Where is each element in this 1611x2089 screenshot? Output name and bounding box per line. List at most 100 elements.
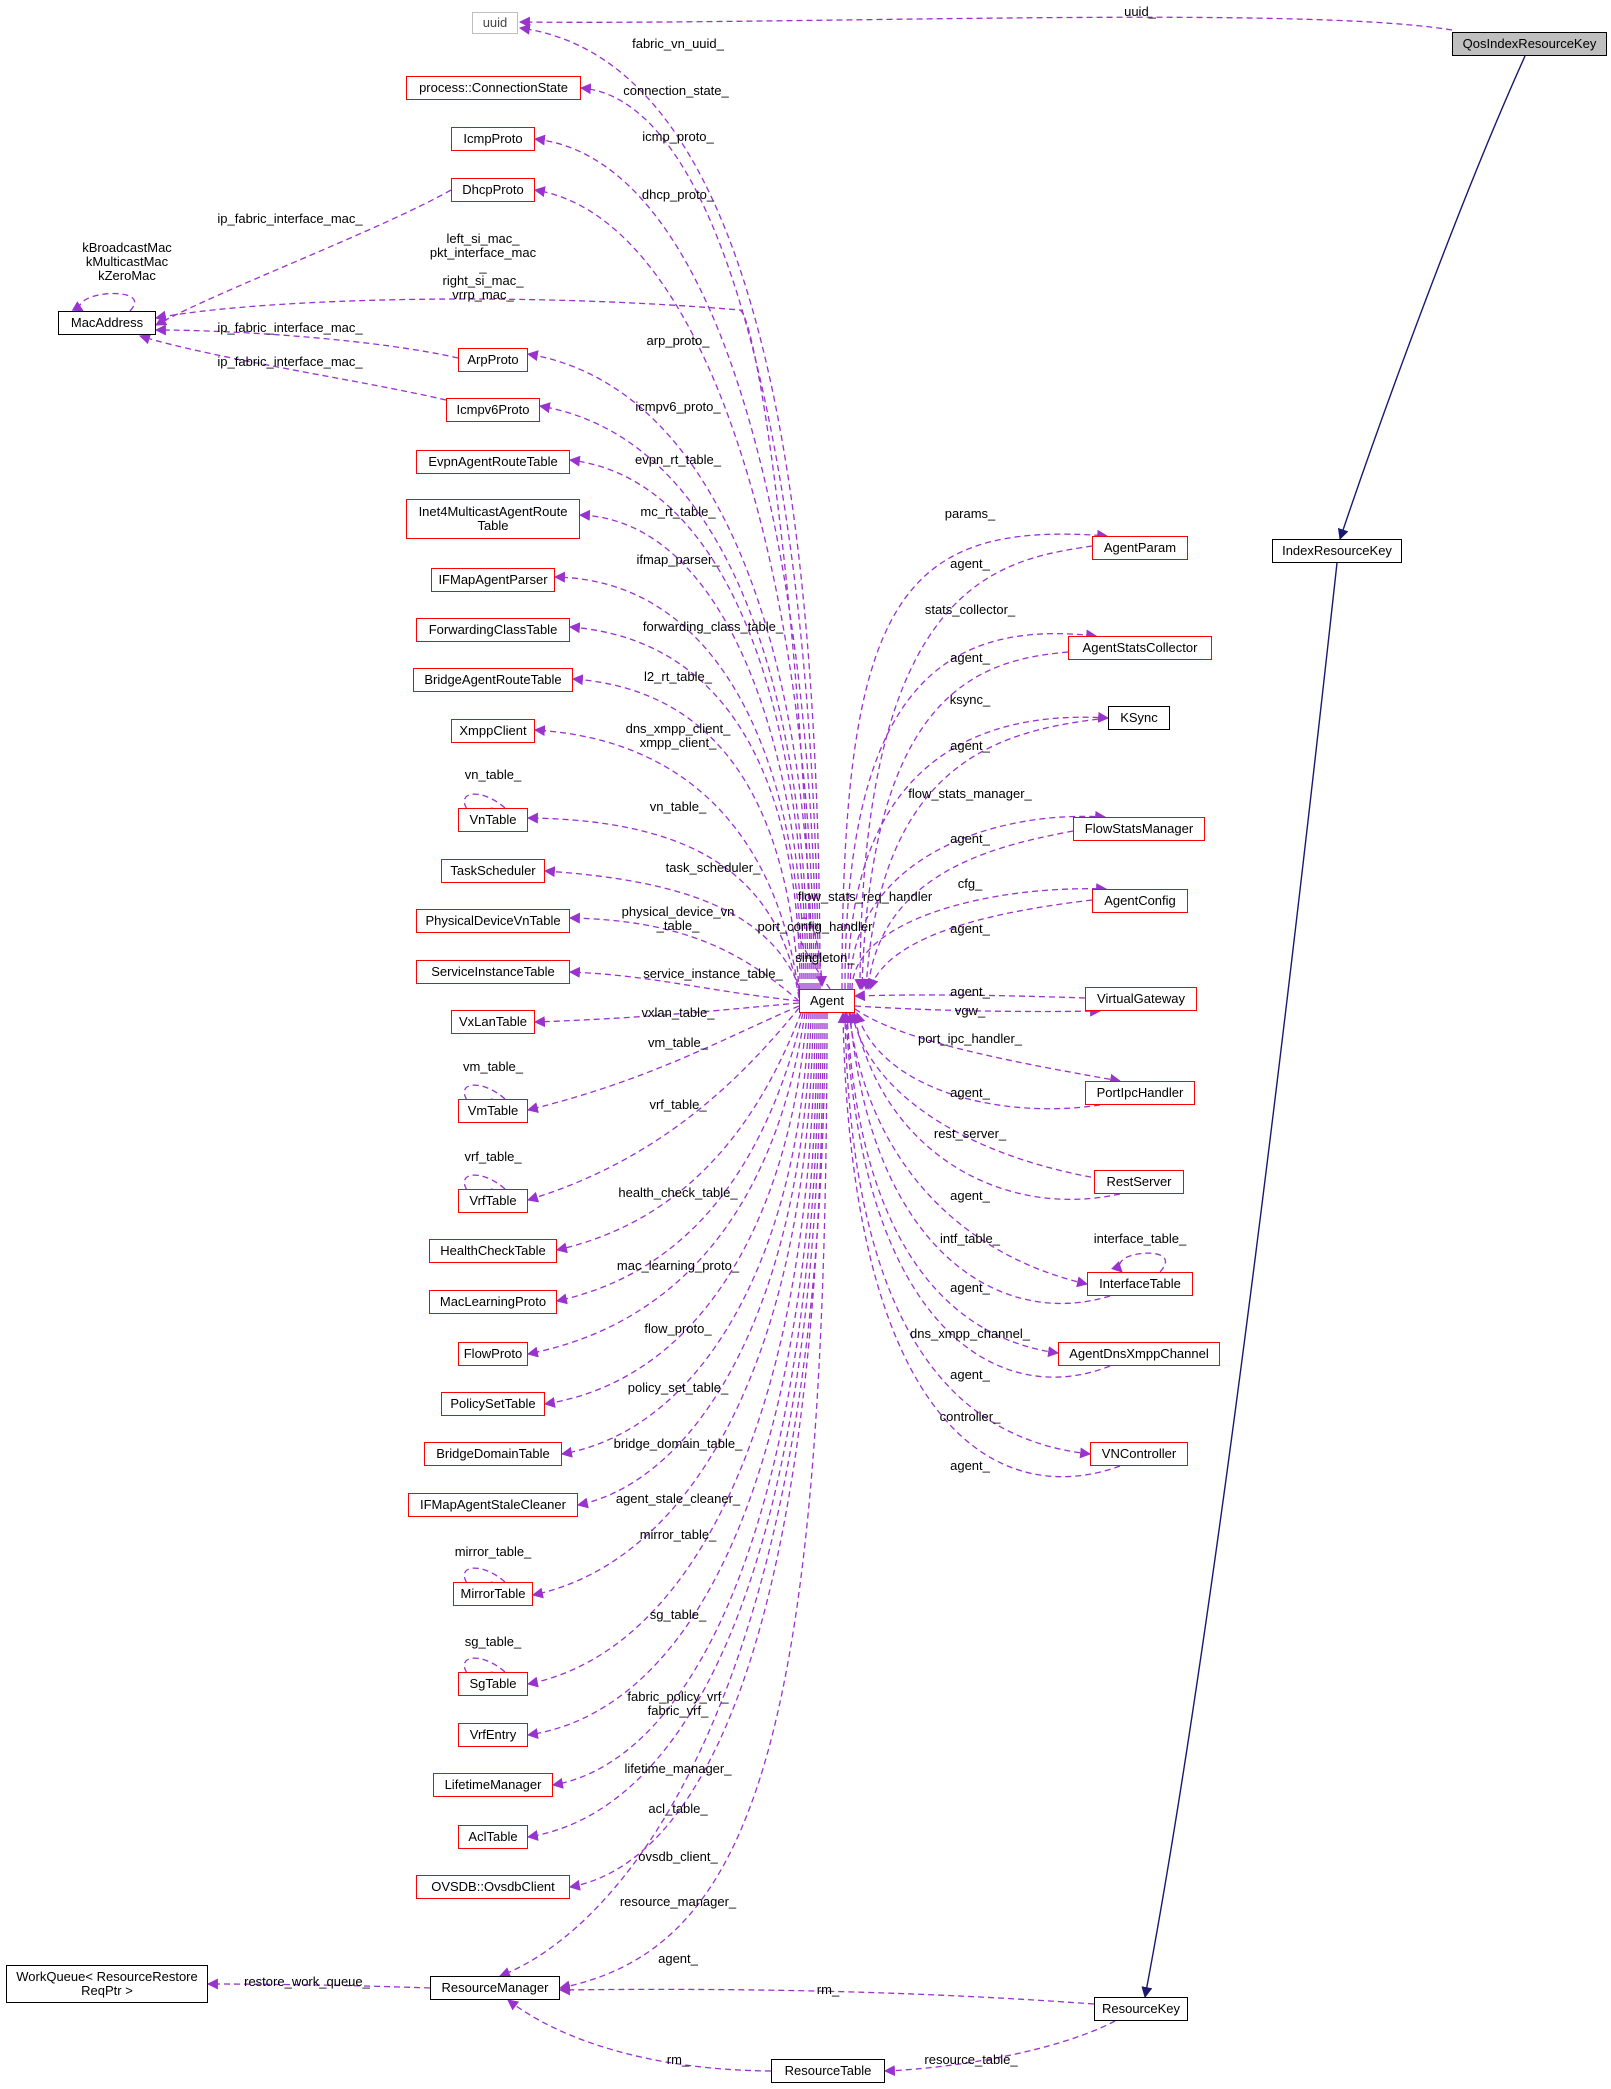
- usage-edge: [579, 83, 819, 990]
- class-node-mac-learning-proto[interactable]: MacLearningProto: [429, 1290, 557, 1314]
- usage-edge: [543, 1012, 808, 1408]
- class-node-agent-param[interactable]: AgentParam: [1092, 536, 1188, 560]
- usage-edge: [498, 1012, 826, 1978]
- class-node-connection-state[interactable]: process::ConnectionState: [406, 76, 581, 100]
- class-node-rest-server[interactable]: RestServer: [1094, 1170, 1184, 1194]
- class-node-arp-proto[interactable]: ArpProto: [458, 348, 528, 372]
- edge-label-restore-work-queue: restore_work_queue_: [244, 1974, 370, 1989]
- usage-edge: [71, 292, 136, 312]
- class-node-policy-set-table[interactable]: PolicySetTable: [441, 1392, 545, 1416]
- class-node-ksync[interactable]: KSync: [1108, 706, 1170, 730]
- class-node-vxlan-table[interactable]: VxLanTable: [451, 1010, 535, 1034]
- class-node-resource-table[interactable]: ResourceTable: [771, 2059, 885, 2083]
- class-node-flow-proto[interactable]: FlowProto: [458, 1342, 528, 1366]
- edge-label-dns-agent: agent_: [950, 1367, 990, 1382]
- edge-label-stats-agent: agent_: [950, 650, 990, 665]
- class-node-evpn-agent-route-table[interactable]: EvpnAgentRouteTable: [416, 450, 570, 474]
- class-node-uuid[interactable]: uuid: [472, 12, 518, 34]
- class-node-lifetime-manager[interactable]: LifetimeManager: [433, 1773, 553, 1797]
- edge-label-xmpp-client: dns_xmpp_client_ xmpp_client_: [625, 721, 731, 750]
- class-node-mirror-table[interactable]: MirrorTable: [453, 1582, 533, 1606]
- class-node-service-instance-table[interactable]: ServiceInstanceTable: [416, 960, 570, 984]
- class-node-vn-table[interactable]: VnTable: [458, 808, 528, 832]
- edge-label-rest-agent: agent_: [950, 1188, 990, 1203]
- class-node-work-queue[interactable]: WorkQueue< ResourceRestore ReqPtr >: [6, 1965, 208, 2003]
- class-node-agent-dns-xmpp-channel[interactable]: AgentDnsXmppChannel: [1058, 1342, 1220, 1366]
- edge-label-agent-mac: left_si_mac_ pkt_interface_mac _ right_s…: [429, 231, 537, 302]
- class-node-sg-table[interactable]: SgTable: [458, 1672, 528, 1696]
- class-node-flow-stats-manager[interactable]: FlowStatsManager: [1073, 817, 1205, 841]
- class-node-acl-table[interactable]: AclTable: [458, 1825, 528, 1849]
- class-node-health-check-table[interactable]: HealthCheckTable: [429, 1239, 557, 1263]
- edge-label-dns-xmpp-channel: dns_xmpp_channel_: [910, 1326, 1030, 1341]
- class-node-ifmap-agent-parser[interactable]: IFMapAgentParser: [431, 568, 555, 592]
- class-node-agent-config[interactable]: AgentConfig: [1092, 889, 1188, 913]
- edge-label-dhcp-mac: ip_fabric_interface_mac_: [217, 211, 363, 226]
- class-node-bridge-domain-table[interactable]: BridgeDomainTable: [424, 1442, 562, 1466]
- class-node-port-ipc-handler[interactable]: PortIpcHandler: [1085, 1081, 1195, 1105]
- edge-label-mac-learning-proto: mac_learning_proto_: [616, 1258, 740, 1273]
- edge-label-vn-table-self: vn_table_: [464, 767, 522, 782]
- edge-label-cfg-agent: agent_: [950, 921, 990, 936]
- class-node-bridge-agent-route-table[interactable]: BridgeAgentRouteTable: [413, 668, 573, 692]
- class-node-vn-controller[interactable]: VNController: [1090, 1442, 1188, 1466]
- class-node-agent-stats-collector[interactable]: AgentStatsCollector: [1068, 636, 1212, 660]
- edge-label-flow-stats-manager: flow_stats_manager_: [908, 786, 1032, 801]
- usage-edge: [853, 990, 1086, 1002]
- class-node-dhcp-proto[interactable]: DhcpProto: [451, 178, 535, 202]
- usage-edge: [568, 1012, 824, 1891]
- edge-label-task-scheduler: task_scheduler_: [665, 860, 761, 875]
- usage-edge: [206, 1978, 431, 1990]
- edge-label-bridge-domain-table: bridge_domain_table_: [613, 1436, 743, 1451]
- class-node-interface-table[interactable]: InterfaceTable: [1087, 1272, 1193, 1296]
- class-node-vm-table[interactable]: VmTable: [458, 1099, 528, 1123]
- usage-edge: [526, 812, 800, 999]
- usage-edge: [854, 1011, 1101, 1110]
- usage-edge: [526, 1012, 818, 1740]
- usage-edge: [854, 545, 1093, 991]
- class-node-vrf-table[interactable]: VrfTable: [458, 1189, 528, 1213]
- edge-label-port-ipc-handler: port_ipc_handler_: [917, 1031, 1023, 1046]
- class-node-ovsdb-client[interactable]: OVSDB::OvsdbClient: [416, 1875, 570, 1899]
- usage-edge: [863, 830, 1074, 991]
- usage-edge: [850, 1011, 1121, 1200]
- class-node-inet4-multicast-agent-route-table[interactable]: Inet4MulticastAgentRoute Table: [406, 499, 580, 539]
- class-node-agent[interactable]: Agent: [799, 989, 855, 1013]
- class-node-icmp-proto[interactable]: IcmpProto: [451, 127, 535, 151]
- class-node-xmpp-client[interactable]: XmppClient: [451, 719, 535, 743]
- edge-label-agent-stale-cleaner: agent_stale_cleaner_: [615, 1491, 741, 1506]
- usage-edge: [840, 1011, 1111, 1378]
- class-node-forwarding-class-table[interactable]: ForwardingClassTable: [416, 618, 570, 642]
- edge-label-controller-agent: agent_: [950, 1458, 990, 1473]
- class-node-ifmap-agent-stale-cleaner[interactable]: IFMapAgentStaleCleaner: [408, 1493, 578, 1517]
- class-node-resource-key[interactable]: ResourceKey: [1094, 1997, 1188, 2021]
- usage-edge: [841, 529, 1109, 990]
- usage-edge: [845, 1011, 1111, 1305]
- inheritance-edge: [1337, 55, 1526, 541]
- usage-edge: [526, 1005, 800, 1113]
- class-node-resource-manager[interactable]: ResourceManager: [430, 1976, 560, 2000]
- usage-edge: [154, 298, 811, 990]
- class-node-virtual-gateway[interactable]: VirtualGateway: [1085, 987, 1197, 1011]
- usage-edge: [856, 651, 1069, 991]
- class-node-task-scheduler[interactable]: TaskScheduler: [441, 859, 545, 883]
- class-node-vrf-entry[interactable]: VrfEntry: [458, 1723, 528, 1747]
- usage-edge: [526, 1012, 806, 1358]
- class-node-icmpv6-proto[interactable]: Icmpv6Proto: [446, 398, 540, 422]
- usage-edge: [861, 717, 1109, 991]
- usage-edge: [526, 1012, 816, 1688]
- edge-label-flow-proto: flow_proto_: [644, 1321, 712, 1336]
- class-node-index-resource-key[interactable]: IndexResourceKey: [1272, 539, 1402, 563]
- usage-edge: [568, 966, 800, 1002]
- edge-label-param-agent: agent_: [950, 556, 990, 571]
- edge-label-vm-table-self: vm_table_: [463, 1059, 523, 1074]
- class-node-mac-address[interactable]: MacAddress: [58, 311, 156, 335]
- class-node-physical-device-vn-table[interactable]: PhysicalDeviceVnTable: [416, 909, 570, 933]
- edge-label-ovsdb-client: ovsdb_client_: [638, 1849, 718, 1864]
- usage-edge: [1111, 1252, 1167, 1273]
- usage-edge: [154, 324, 459, 359]
- usage-edge: [538, 402, 809, 990]
- class-node-qos-index-resource-key[interactable]: QosIndexResourceKey: [1452, 32, 1607, 56]
- edge-label-rk-rm: rm_: [816, 1982, 840, 1997]
- usage-edge: [533, 725, 800, 996]
